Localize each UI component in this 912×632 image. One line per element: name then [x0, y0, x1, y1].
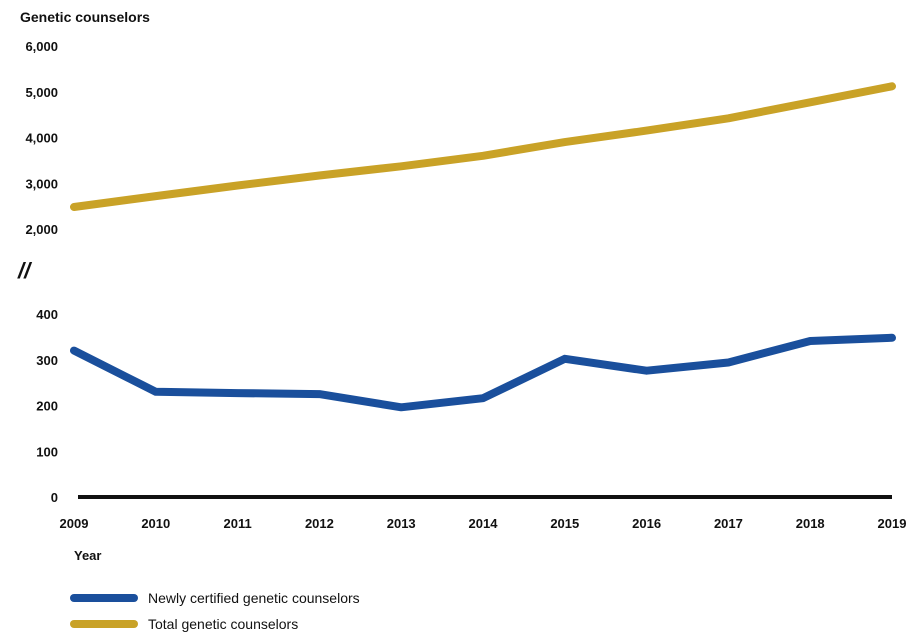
series-line-total — [74, 86, 892, 207]
plot-area — [74, 86, 892, 407]
axis-break-symbol: // — [17, 258, 33, 283]
x-tick-label: 2009 — [60, 516, 89, 531]
upper-y-tick-label: 6,000 — [25, 39, 58, 54]
x-tick-label: 2018 — [796, 516, 825, 531]
legend: Newly certified genetic counselors Total … — [74, 590, 360, 632]
x-tick-label: 2014 — [469, 516, 499, 531]
lower-y-axis: 0 100 200 300 400 — [36, 307, 58, 505]
x-tick-label: 2015 — [550, 516, 579, 531]
lower-y-tick-label: 300 — [36, 353, 58, 368]
lower-y-tick-label: 200 — [36, 399, 58, 414]
x-tick-label: 2010 — [141, 516, 170, 531]
x-axis-title: Year — [74, 548, 101, 563]
upper-y-tick-label: 4,000 — [25, 131, 58, 146]
chart-title: Genetic counselors — [20, 9, 150, 25]
legend-label: Total genetic counselors — [148, 616, 298, 632]
upper-y-tick-label: 3,000 — [25, 176, 58, 191]
x-tick-label: 2019 — [878, 516, 907, 531]
upper-y-tick-label: 5,000 — [25, 85, 58, 100]
x-axis: 2009 2010 2011 2012 2013 2014 2015 2016 2017 2018… — [60, 516, 907, 531]
lower-y-tick-label: 400 — [36, 307, 58, 322]
x-tick-label: 2012 — [305, 516, 334, 531]
lower-y-tick-label: 100 — [36, 444, 58, 459]
lower-y-tick-label: 0 — [51, 490, 58, 505]
upper-y-axis: 2,000 3,000 4,000 5,000 6,000 — [25, 39, 58, 237]
x-tick-label: 2013 — [387, 516, 416, 531]
series-line-newly-certified — [74, 338, 892, 408]
x-tick-label: 2011 — [223, 516, 251, 531]
x-tick-label: 2017 — [714, 516, 743, 531]
axis-break-mark: // — [17, 258, 33, 283]
x-tick-label: 2016 — [632, 516, 661, 531]
legend-label: Newly certified genetic counselors — [148, 590, 360, 606]
upper-y-tick-label: 2,000 — [25, 222, 58, 237]
